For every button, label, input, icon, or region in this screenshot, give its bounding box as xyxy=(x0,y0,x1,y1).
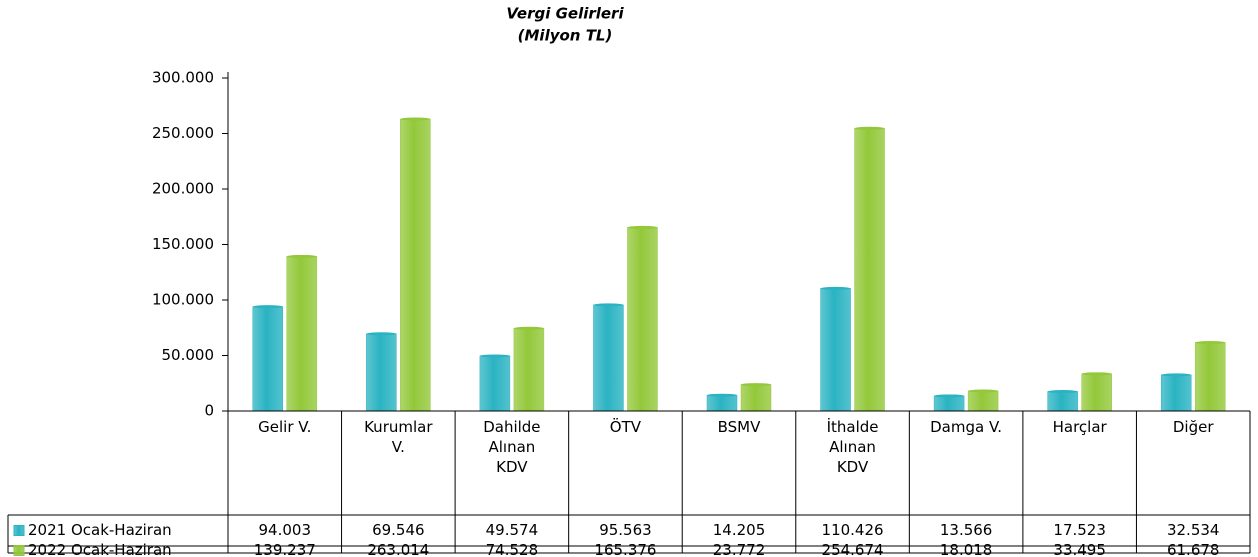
data-label: 17.523 xyxy=(1053,521,1106,539)
category-cell: Damga V. xyxy=(930,418,1003,436)
y-tick-label: 300.000 xyxy=(152,69,214,87)
bar-top xyxy=(968,389,999,393)
bar-top xyxy=(513,326,544,330)
bar-top xyxy=(934,394,965,398)
data-label: 94.003 xyxy=(259,521,312,539)
data-label: 254.674 xyxy=(822,541,884,557)
bar-top xyxy=(400,117,431,121)
data-label: 33.495 xyxy=(1053,541,1106,557)
bar xyxy=(740,384,772,412)
bar xyxy=(854,128,885,412)
bar-top xyxy=(1047,390,1078,394)
bar xyxy=(479,355,511,412)
bar-top xyxy=(741,383,771,387)
x-tick-label: Harçlar xyxy=(1052,418,1107,436)
bar xyxy=(400,118,431,412)
bar-top xyxy=(593,303,624,307)
bar xyxy=(627,227,658,412)
bar xyxy=(706,394,738,412)
data-label: 95.563 xyxy=(599,521,652,539)
bar-top xyxy=(1161,373,1192,377)
y-tick-label: 150.000 xyxy=(152,235,214,253)
bar-top xyxy=(1195,341,1226,345)
y-tick-label: 250.000 xyxy=(152,124,214,142)
data-label: 18.018 xyxy=(940,541,993,557)
y-tick-label: 100.000 xyxy=(152,291,214,309)
category-cell: ÖTV xyxy=(609,418,642,436)
bar-top xyxy=(820,286,851,290)
data-label: 69.546 xyxy=(372,521,425,539)
bar xyxy=(933,395,965,412)
bar xyxy=(1194,342,1226,412)
bar-top xyxy=(252,305,283,309)
category-cell: BSMV xyxy=(717,418,761,436)
legend-label: 2021 Ocak-Haziran xyxy=(28,521,172,539)
x-tick-label: BSMV xyxy=(717,418,761,436)
data-label: 61.678 xyxy=(1167,541,1220,557)
bar xyxy=(286,256,318,412)
data-label: 139.237 xyxy=(254,541,316,557)
bar-top xyxy=(854,126,885,130)
data-label: 263.014 xyxy=(367,541,429,557)
x-tick-label: Dahilde Alınan KDV xyxy=(483,418,541,476)
x-tick-label: İthalde Alınan KDV xyxy=(826,418,879,476)
category-cell: Diğer xyxy=(1172,418,1214,436)
y-tick-label: 200.000 xyxy=(152,180,214,198)
x-tick-label: Kurumlar V. xyxy=(364,418,433,456)
x-tick-label: ÖTV xyxy=(609,418,642,436)
category-cell: Dahilde Alınan KDV xyxy=(483,418,541,476)
bar xyxy=(820,288,851,412)
x-tick-label: Gelir V. xyxy=(258,418,312,436)
legend-swatch xyxy=(13,545,25,556)
bar xyxy=(366,333,397,412)
data-label: 23.772 xyxy=(713,541,766,557)
bar-top xyxy=(707,393,737,397)
category-cell: Harçlar xyxy=(1052,418,1107,436)
legend-label: 2022 Ocak-Haziran xyxy=(28,541,172,557)
chart-subtitle: (Milyon TL) xyxy=(518,27,613,45)
bar-top xyxy=(1081,372,1112,376)
data-label: 13.566 xyxy=(940,521,993,539)
bar xyxy=(1081,373,1112,412)
y-tick-label: 50.000 xyxy=(162,346,215,364)
bar xyxy=(513,328,545,412)
category-cell: Kurumlar V. xyxy=(364,418,433,456)
y-tick-label: 0 xyxy=(204,402,214,420)
x-tick-label: Damga V. xyxy=(930,418,1003,436)
category-cell: Gelir V. xyxy=(258,418,312,436)
bar xyxy=(1160,374,1192,412)
bar xyxy=(967,390,999,412)
bar xyxy=(252,306,284,412)
data-label: 74.528 xyxy=(486,541,539,557)
bar-top xyxy=(627,225,658,229)
chart-title: Vergi Gelirleri xyxy=(506,5,624,23)
legend-swatch xyxy=(13,525,25,536)
data-label: 32.534 xyxy=(1167,521,1220,539)
data-label: 110.426 xyxy=(822,521,884,539)
bar-top xyxy=(479,354,510,358)
data-label: 49.574 xyxy=(486,521,539,539)
data-label: 165.376 xyxy=(594,541,656,557)
bar-top xyxy=(286,254,317,258)
data-label: 14.205 xyxy=(713,521,766,539)
bar xyxy=(1047,391,1078,412)
bar xyxy=(593,304,624,412)
bar-top xyxy=(366,332,397,336)
x-tick-label: Diğer xyxy=(1172,418,1214,436)
category-cell: İthalde Alınan KDV xyxy=(826,418,879,476)
